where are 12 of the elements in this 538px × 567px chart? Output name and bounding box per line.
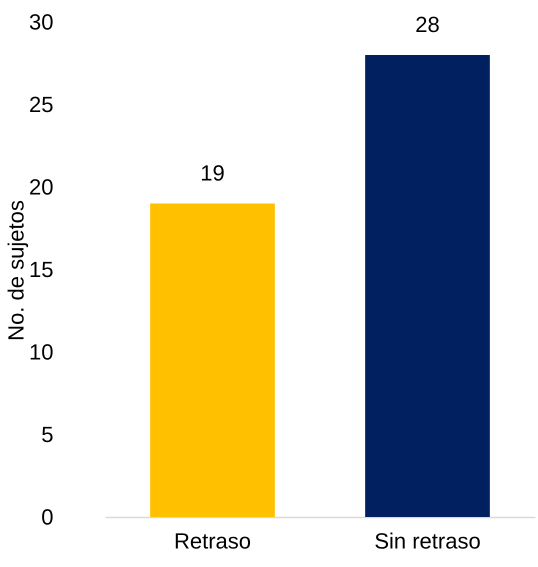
x-tick-label: Retraso — [174, 528, 252, 554]
x-tick-label: Sin retraso — [374, 528, 481, 554]
y-tick-label: 25 — [29, 92, 54, 117]
data-label: 19 — [200, 160, 225, 186]
y-tick-label: 0 — [41, 504, 54, 530]
data-label: 28 — [415, 12, 440, 37]
y-tick-label: 10 — [29, 340, 54, 364]
y-axis-title: No. de sujetos — [4, 200, 28, 341]
y-tick-label: 5 — [41, 422, 54, 447]
y-tick-label: 30 — [29, 10, 54, 34]
y-tick-label: 20 — [29, 174, 54, 200]
y-tick-label: 15 — [29, 257, 54, 282]
